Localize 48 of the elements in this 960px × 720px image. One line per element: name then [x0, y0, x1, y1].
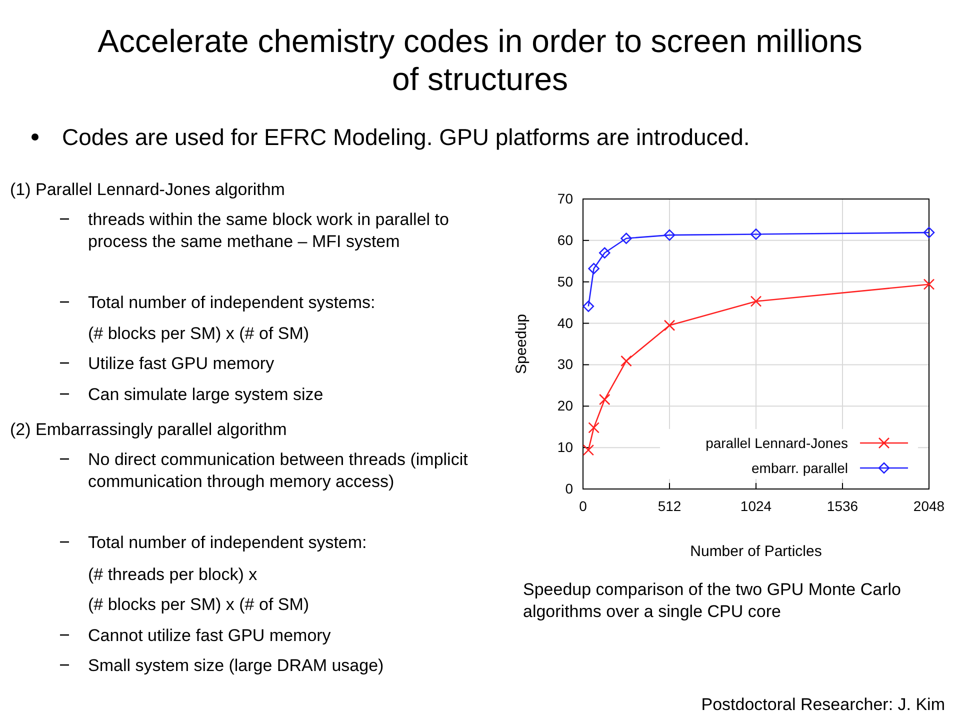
text: Utilize fast GPU memory: [88, 354, 275, 373]
point: [588, 262, 600, 274]
point: [750, 228, 762, 240]
chart-title: Accelerate chemistry codes in order to screen millions of structures: [98, 23, 862, 97]
chart-subtitle: Codes are used for EFRC Modeling. GPU platforms are introduced.: [62, 124, 750, 150]
y-tick-label: 0: [565, 480, 574, 496]
point: [582, 444, 594, 456]
y-tick-label: 70: [557, 190, 574, 206]
point: [620, 232, 632, 244]
y-tick-label: 40: [557, 314, 574, 331]
text: (1) Parallel Lennard-Jones algorithm: [10, 180, 285, 199]
point: [923, 226, 935, 238]
text: Total number of independent systems:: [88, 293, 376, 312]
point: [598, 394, 610, 406]
text: Can simulate large system size: [88, 385, 324, 404]
x-tick-label: 2048: [913, 498, 945, 514]
y-axis-title: Speedup: [513, 314, 530, 374]
text: (# blocks per SM) x (# of SM): [88, 595, 310, 614]
y-tick-label: 10: [557, 439, 574, 456]
text: Small system size (large DRAM usage): [88, 656, 384, 675]
y-tick-label: 50: [557, 273, 574, 290]
legend-label: parallel Lennard-Jones: [706, 435, 848, 451]
point: [582, 300, 594, 312]
text: threads within the same block work in parallel to process the same methane – MFI system: [88, 210, 449, 251]
point: [598, 247, 610, 259]
y-tick-label: 30: [557, 356, 574, 372]
x-tick-label: 1536: [826, 498, 858, 514]
point: [664, 320, 676, 332]
legend-label: embarr. parallel: [752, 460, 848, 476]
point: [750, 296, 762, 307]
point: [620, 355, 632, 367]
text: Cannot utilize fast GPU memory: [88, 626, 332, 645]
text: (# blocks per SM) x (# of SM): [88, 324, 310, 343]
y-tick-label: 20: [557, 398, 574, 414]
x-tick-label: 1024: [740, 498, 772, 514]
x-axis-title: Number of Particles: [690, 543, 822, 560]
text: No direct communication between threads (implicit communication through memory access): [88, 450, 468, 491]
text: (# threads per block) x: [88, 565, 258, 584]
point: [588, 422, 600, 434]
text: Total number of independent system:: [88, 533, 367, 552]
point: [923, 278, 935, 290]
point: [664, 229, 676, 241]
x-tick-label: 512: [658, 498, 682, 514]
text: Speedup comparison of the two GPU Monte Carlo algorithms over a single CPU core: [523, 580, 901, 621]
text: Postdoctoral Researcher: J. Kim: [701, 695, 945, 714]
x-tick-label: 0: [579, 498, 588, 514]
y-tick-label: 60: [557, 232, 574, 248]
text: (2) Embarrassingly parallel algorithm: [10, 420, 287, 439]
